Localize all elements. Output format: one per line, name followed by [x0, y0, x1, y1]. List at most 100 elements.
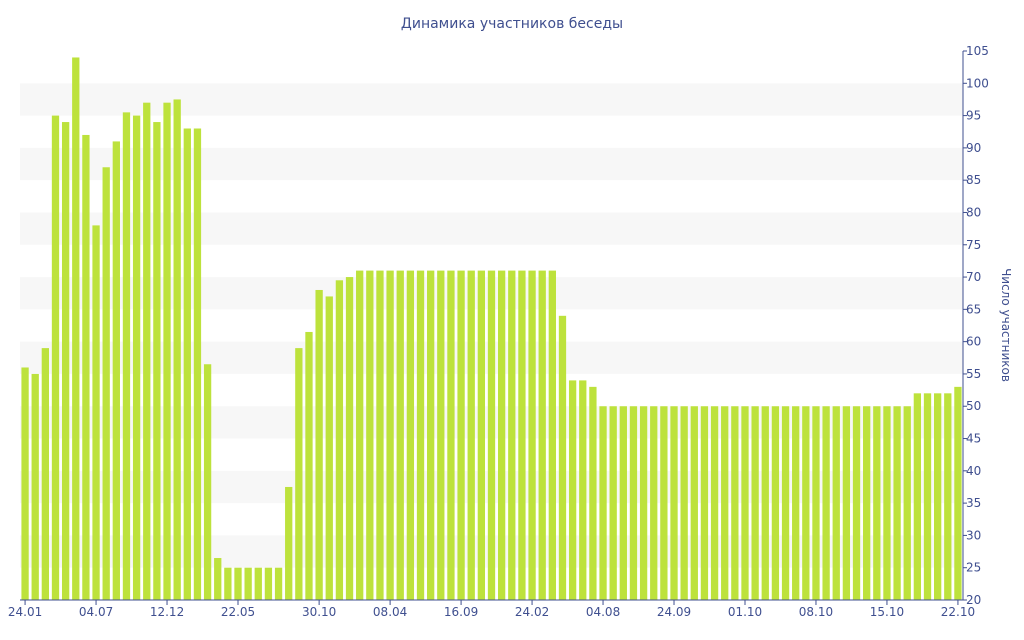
bar — [710, 406, 719, 600]
bar — [61, 122, 70, 601]
bar — [589, 386, 597, 600]
y-tick-label: 90 — [966, 141, 981, 155]
y-axis-label: Число участников — [999, 268, 1013, 382]
y-tick-label: 80 — [966, 205, 981, 219]
bar — [548, 270, 556, 600]
bar — [467, 270, 475, 600]
bar — [771, 406, 780, 600]
x-tick-label: 30.10 — [302, 605, 336, 619]
bar — [224, 567, 232, 600]
bar — [609, 406, 617, 600]
bar — [751, 406, 759, 600]
bar — [457, 270, 465, 600]
x-tick-label: 08.10 — [799, 605, 833, 619]
bar — [345, 277, 354, 600]
bar — [173, 99, 181, 600]
bar — [274, 567, 283, 600]
y-tick-label: 70 — [966, 270, 981, 284]
bar — [163, 102, 171, 601]
x-tick-label: 04.08 — [586, 605, 620, 619]
bar — [923, 393, 932, 600]
bar — [203, 364, 212, 600]
chart-title: Динамика участников беседы — [401, 16, 623, 32]
bar — [954, 386, 962, 600]
y-tick-label: 100 — [966, 76, 989, 90]
bar — [416, 270, 425, 600]
bar — [82, 134, 90, 600]
bar — [21, 367, 29, 600]
y-tick-label: 35 — [966, 496, 981, 510]
bar — [568, 380, 577, 600]
y-tick-label: 30 — [966, 528, 981, 542]
bar — [244, 567, 252, 600]
bar — [852, 406, 861, 600]
bar — [102, 167, 110, 600]
bar — [558, 315, 567, 600]
bar — [700, 406, 709, 600]
bar — [376, 270, 384, 600]
bar — [122, 112, 131, 601]
grid-band — [20, 83, 963, 116]
x-axis: 24.01 04.07 12.12 22.05 30.10 08.04 16.09 24.02… — [8, 599, 975, 619]
y-tick-label: 25 — [966, 561, 981, 575]
bar — [214, 558, 222, 600]
bar — [427, 270, 435, 600]
y-tick-label: 105 — [966, 44, 989, 58]
bar — [193, 128, 202, 600]
x-tick-label: 22.05 — [221, 605, 255, 619]
x-tick-label: 24.02 — [515, 605, 549, 619]
bar — [335, 280, 344, 600]
bar — [812, 406, 820, 600]
bar — [842, 406, 851, 600]
bar — [315, 289, 323, 600]
bar — [903, 406, 911, 600]
bar — [680, 406, 688, 600]
bar — [325, 296, 333, 600]
x-tick-label: 22.10 — [941, 605, 975, 619]
bar — [670, 406, 678, 600]
bar — [650, 406, 658, 600]
bar — [143, 102, 151, 601]
bar — [863, 406, 871, 600]
bar — [183, 128, 191, 600]
x-tick-label: 24.09 — [657, 605, 691, 619]
bar — [518, 270, 526, 600]
bar — [92, 225, 100, 600]
x-tick-label: 01.10 — [728, 605, 762, 619]
bar — [447, 270, 455, 600]
bar — [305, 331, 313, 600]
y-tick-label: 40 — [966, 464, 981, 478]
bar — [477, 270, 486, 600]
bar — [944, 393, 952, 600]
bar — [508, 270, 516, 600]
bar — [883, 406, 891, 600]
y-tick-label: 45 — [966, 432, 981, 446]
bar — [822, 406, 830, 600]
grid-band — [20, 212, 963, 245]
bar — [264, 567, 273, 600]
y-tick-label: 60 — [966, 335, 981, 349]
bar — [639, 406, 648, 600]
bar — [832, 406, 840, 600]
bar — [934, 393, 942, 600]
x-tick-label: 12.12 — [150, 605, 184, 619]
grid-band — [20, 147, 963, 181]
bar — [366, 270, 374, 600]
bar — [781, 406, 790, 600]
bar — [153, 122, 161, 601]
bar — [51, 115, 60, 600]
x-tick-label: 08.04 — [373, 605, 407, 619]
bar — [41, 348, 49, 600]
y-tick-label: 55 — [966, 367, 981, 381]
bar — [619, 406, 627, 600]
bar — [386, 270, 394, 600]
y-axis: 20 25 30 35 40 45 50 55 60 65 70 75 80 85 90 95 100 105 — [962, 44, 989, 607]
bar — [406, 270, 415, 600]
bar — [396, 270, 404, 600]
bar — [721, 406, 729, 600]
y-tick-label: 50 — [966, 399, 981, 413]
bar — [731, 406, 739, 600]
bar — [528, 270, 536, 600]
bar — [356, 270, 364, 600]
